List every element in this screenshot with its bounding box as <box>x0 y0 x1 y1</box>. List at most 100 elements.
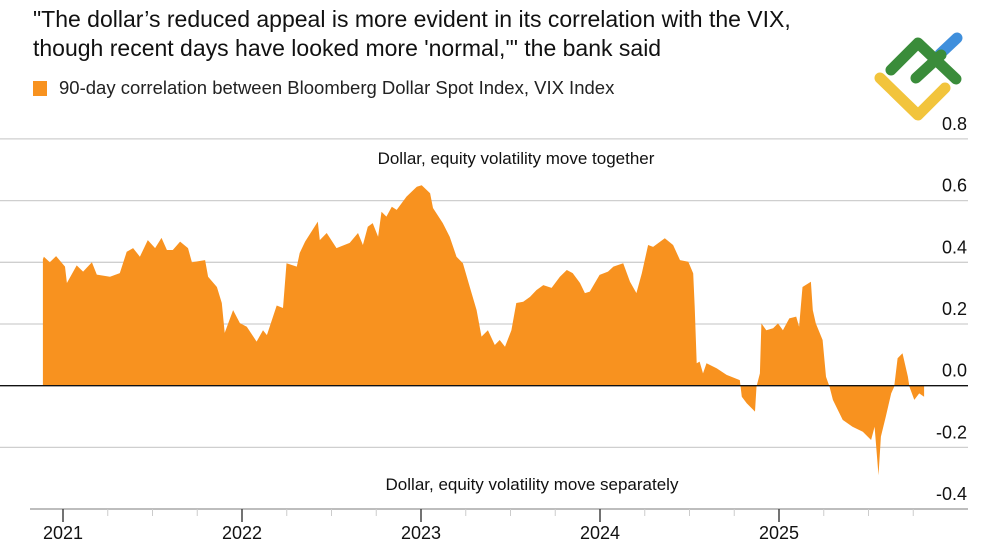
data-point <box>607 271 609 273</box>
data-point <box>449 236 451 238</box>
x-tick-label: 2021 <box>43 523 83 543</box>
data-point <box>641 272 643 274</box>
data-point <box>795 316 797 318</box>
data-point <box>510 329 512 331</box>
data-point <box>421 184 423 186</box>
data-point <box>319 239 321 241</box>
data-point <box>702 372 704 374</box>
data-point <box>726 374 728 376</box>
data-point <box>878 474 880 476</box>
data-point <box>522 301 524 303</box>
data-point <box>699 361 701 363</box>
legend-label: 90-day correlation between Bloomberg Dol… <box>59 77 615 98</box>
data-point <box>559 276 561 278</box>
data-point <box>802 286 804 288</box>
data-point <box>652 246 654 248</box>
data-point <box>760 322 762 324</box>
data-point <box>207 276 209 278</box>
series-area <box>42 185 925 476</box>
data-point <box>256 341 258 343</box>
y-tick-label: 0.6 <box>942 176 967 196</box>
data-point <box>874 426 876 428</box>
data-point <box>629 281 631 283</box>
data-point <box>432 207 434 209</box>
x-tick-label: 2023 <box>401 523 441 543</box>
data-point <box>132 247 134 249</box>
data-point <box>810 281 812 283</box>
data-point <box>391 206 393 208</box>
y-tick-label: 0.4 <box>942 237 967 257</box>
data-point <box>880 436 882 438</box>
data-point <box>385 216 387 218</box>
y-tick-label: 0.2 <box>942 299 967 319</box>
data-point <box>913 399 915 401</box>
data-point <box>76 264 78 266</box>
data-point <box>739 379 741 381</box>
legend: 90-day correlation between Bloomberg Dol… <box>33 77 614 99</box>
data-point <box>367 226 369 228</box>
logo <box>874 32 963 121</box>
data-point <box>782 329 784 331</box>
data-point <box>191 261 193 263</box>
data-point <box>842 419 844 421</box>
title-line-2: though recent days have looked more 'nor… <box>33 35 662 61</box>
data-point <box>396 209 398 211</box>
data-point <box>304 241 306 243</box>
data-point <box>286 262 288 264</box>
data-point <box>902 352 904 354</box>
data-point <box>862 431 864 433</box>
data-point <box>154 247 156 249</box>
data-point <box>282 307 284 309</box>
data-point <box>829 386 831 388</box>
data-point <box>923 396 925 398</box>
data-point <box>716 367 718 369</box>
legend-swatch <box>33 80 47 96</box>
data-point <box>49 261 51 263</box>
data-point <box>232 309 234 311</box>
data-point <box>599 274 601 276</box>
data-point <box>204 259 206 261</box>
data-point <box>476 309 478 311</box>
data-point <box>317 221 319 223</box>
data-point <box>462 262 464 264</box>
data-point <box>147 239 149 241</box>
data-point <box>542 284 544 286</box>
data-point <box>897 357 899 359</box>
data-point <box>572 272 574 274</box>
data-point <box>64 266 66 268</box>
data-point <box>262 329 264 331</box>
data-point <box>584 292 586 294</box>
data-point <box>765 329 767 331</box>
data-point <box>299 252 301 254</box>
data-point <box>187 247 189 249</box>
data-point <box>406 196 408 198</box>
data-point <box>96 274 98 276</box>
data-point <box>494 344 496 346</box>
data-point <box>612 266 614 268</box>
data-point <box>266 334 268 336</box>
data-point <box>622 262 624 264</box>
logo-green-chevron <box>885 37 962 85</box>
y-tick-label: -0.4 <box>936 484 967 504</box>
area-series <box>42 185 925 476</box>
data-point <box>772 327 774 329</box>
data-point <box>822 339 824 341</box>
data-point <box>756 386 758 388</box>
data-point <box>908 386 910 388</box>
data-point <box>442 222 444 224</box>
data-point <box>362 244 364 246</box>
data-point <box>918 392 920 394</box>
data-point <box>893 386 895 388</box>
data-point <box>326 232 328 234</box>
data-point <box>276 305 278 307</box>
data-point <box>109 276 111 278</box>
data-point <box>885 416 887 418</box>
data-point <box>481 336 483 338</box>
data-point <box>696 362 698 364</box>
data-point <box>852 426 854 428</box>
x-tick-label: 2022 <box>222 523 262 543</box>
data-point <box>43 256 45 258</box>
y-tick-label: -0.2 <box>936 422 967 442</box>
data-point <box>788 317 790 319</box>
